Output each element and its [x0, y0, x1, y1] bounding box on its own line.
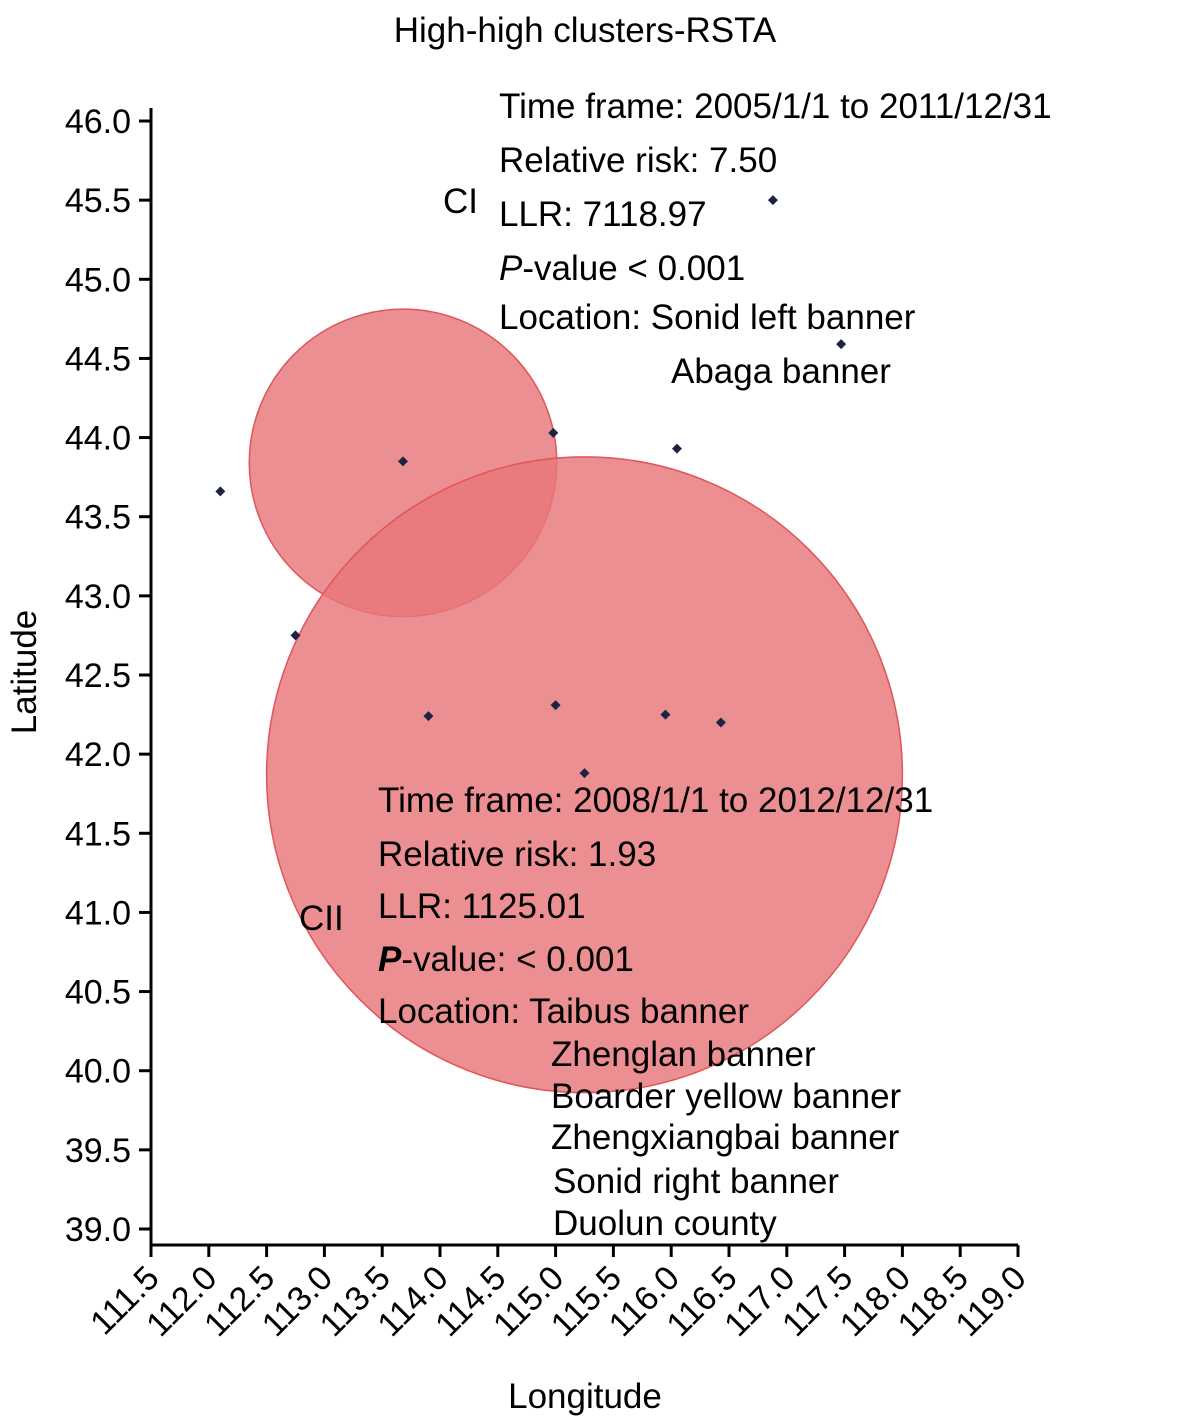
cii-p-italic: P	[378, 940, 402, 979]
ci-p-rest: -value < 0.001	[522, 249, 745, 288]
ci-relative-risk: Relative risk: 7.50	[499, 141, 777, 180]
data-point	[767, 195, 778, 206]
y-tick-label: 43.5	[65, 499, 131, 537]
cluster-cii-label: CII	[299, 899, 344, 938]
cii-p-rest: -value: < 0.001	[401, 940, 634, 979]
cii-time-frame: Time frame: 2008/1/1 to 2012/12/31	[378, 781, 933, 820]
ci-p-value: P-value < 0.001	[499, 249, 745, 288]
y-tick-label: 46.0	[65, 103, 131, 141]
data-point	[715, 717, 726, 728]
data-point	[548, 427, 559, 438]
y-tick-label: 42.5	[65, 657, 131, 695]
cii-location: Location: Taibus banner	[378, 992, 749, 1031]
data-point	[550, 700, 561, 711]
y-axis-label: Latitude	[5, 610, 44, 735]
y-tick-label: 45.5	[65, 182, 131, 220]
cluster-ci-label: CI	[443, 182, 478, 221]
y-tick-label: 45.0	[65, 261, 131, 299]
chart-title: High-high clusters-RSTA	[394, 11, 777, 50]
cii-p-value: P-value: < 0.001	[378, 940, 634, 979]
x-ticks: 111.5112.0112.5113.0113.5114.0114.5115.0…	[83, 1245, 1034, 1344]
ci-p-italic: P	[499, 249, 523, 288]
data-point	[660, 709, 671, 720]
ci-time-frame: Time frame: 2005/1/1 to 2011/12/31	[499, 87, 1052, 126]
y-tick-label: 39.5	[65, 1132, 131, 1170]
cii-location-5: Sonid right banner	[553, 1162, 839, 1201]
cii-location-6: Duolun county	[553, 1204, 777, 1243]
axes	[149, 108, 1018, 1247]
y-tick-label: 42.0	[65, 736, 131, 774]
y-ticks: 39.0 39.5 40.0 40.5 41.0 41.5 42.0 42.5 43.0 43.5…	[65, 103, 151, 1249]
cii-location-2: Zhenglan banner	[551, 1035, 816, 1074]
y-tick-label: 40.0	[65, 1053, 131, 1091]
data-point	[215, 486, 226, 497]
y-tick-label: 39.0	[65, 1211, 131, 1249]
cii-location-3: Boarder yellow banner	[551, 1077, 902, 1116]
y-tick-label: 41.0	[65, 894, 131, 932]
y-tick-label: 44.0	[65, 420, 131, 458]
data-point	[579, 768, 590, 779]
data-points	[215, 195, 847, 779]
ci-location: Location: Sonid left banner	[499, 298, 916, 337]
cii-location-4: Zhengxiangbai banner	[551, 1118, 900, 1157]
data-point	[671, 443, 682, 454]
data-point	[836, 339, 847, 350]
x-axis-label: Longitude	[508, 1377, 662, 1416]
ci-location-2: Abaga banner	[671, 352, 891, 391]
y-tick-label: 44.5	[65, 340, 131, 378]
cii-relative-risk: Relative risk: 1.93	[378, 835, 656, 874]
ci-llr: LLR: 7118.97	[499, 195, 707, 234]
data-point	[423, 711, 434, 722]
y-tick-label: 41.5	[65, 815, 131, 853]
cii-llr: LLR: 1125.01	[378, 887, 586, 926]
data-point	[290, 630, 301, 641]
data-point	[398, 456, 409, 467]
y-tick-label: 43.0	[65, 578, 131, 616]
y-tick-label: 40.5	[65, 974, 131, 1012]
